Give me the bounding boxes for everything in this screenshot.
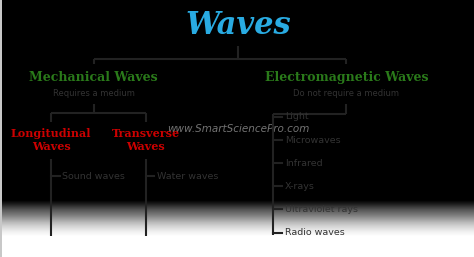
Text: Waves: Waves [185, 10, 291, 41]
Text: www.SmartSciencePro.com: www.SmartSciencePro.com [167, 124, 309, 133]
Text: Microwaves: Microwaves [285, 135, 341, 145]
Text: Longitudinal
Waves: Longitudinal Waves [11, 128, 91, 152]
Text: X-rays: X-rays [285, 182, 315, 191]
Text: Ultraviolet rays: Ultraviolet rays [285, 205, 358, 214]
Text: Transverse
Waves: Transverse Waves [112, 128, 180, 152]
Text: Radio waves: Radio waves [285, 228, 345, 237]
Text: Light: Light [285, 112, 309, 122]
Text: Electromagnetic Waves: Electromagnetic Waves [264, 71, 428, 84]
Text: Water waves: Water waves [156, 171, 218, 181]
Text: Requires a medium: Requires a medium [53, 89, 135, 98]
Text: Mechanical Waves: Mechanical Waves [29, 71, 158, 84]
Text: Do not require a medium: Do not require a medium [293, 89, 400, 98]
Text: Sound waves: Sound waves [62, 171, 125, 181]
Text: Infrared: Infrared [285, 159, 323, 168]
